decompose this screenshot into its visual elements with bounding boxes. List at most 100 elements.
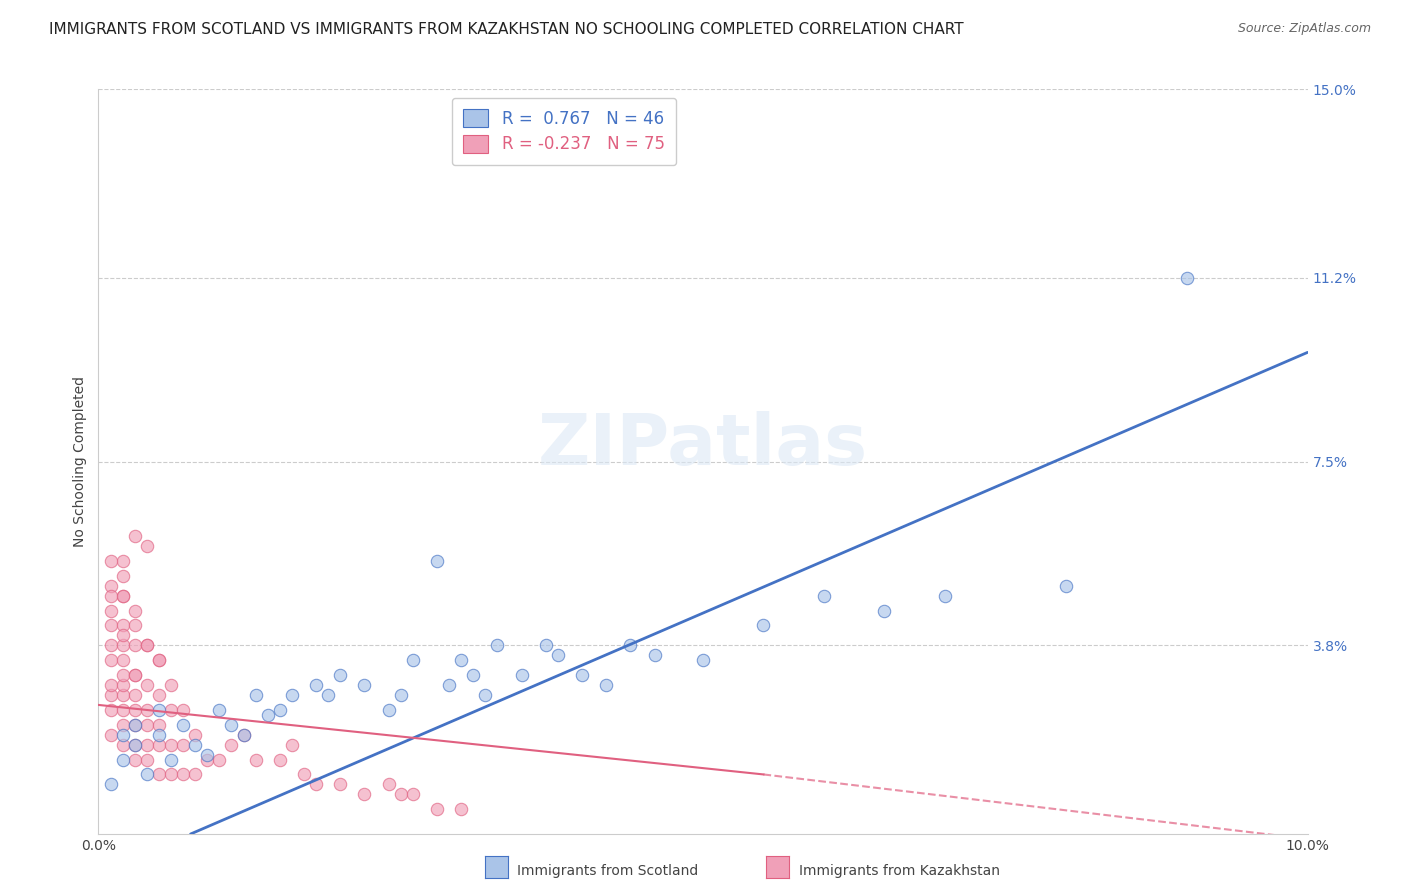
Point — [184, 738, 207, 752]
Point — [172, 738, 194, 752]
Point — [208, 752, 231, 766]
Point — [111, 653, 134, 667]
Point — [135, 638, 157, 652]
Point — [100, 638, 122, 652]
Point — [100, 688, 122, 702]
Point — [377, 703, 399, 717]
Point — [269, 703, 291, 717]
Point — [486, 638, 509, 652]
Point — [329, 668, 352, 682]
Point — [100, 618, 122, 632]
Point — [450, 653, 472, 667]
Point — [100, 678, 122, 692]
Point — [148, 738, 170, 752]
Point — [148, 767, 170, 781]
Point — [172, 767, 194, 781]
Point — [111, 618, 134, 632]
Text: Source: ZipAtlas.com: Source: ZipAtlas.com — [1237, 22, 1371, 36]
Point — [111, 589, 134, 603]
Point — [873, 603, 896, 617]
Point — [160, 738, 183, 752]
Point — [148, 688, 170, 702]
Point — [353, 787, 375, 801]
Point — [195, 747, 218, 762]
Point — [437, 678, 460, 692]
Point — [111, 688, 134, 702]
Point — [111, 569, 134, 583]
Text: Immigrants from Kazakhstan: Immigrants from Kazakhstan — [799, 863, 1000, 878]
Point — [305, 777, 328, 791]
Point — [595, 678, 617, 692]
Point — [100, 653, 122, 667]
Point — [221, 718, 243, 732]
Text: Immigrants from Scotland: Immigrants from Scotland — [517, 863, 699, 878]
Point — [316, 688, 339, 702]
Point — [281, 738, 304, 752]
Point — [135, 718, 157, 732]
Point — [232, 728, 254, 742]
Point — [245, 752, 267, 766]
Point — [813, 589, 835, 603]
Point — [402, 787, 425, 801]
Point — [148, 653, 170, 667]
Point — [510, 668, 533, 682]
Point — [135, 703, 157, 717]
Point — [111, 628, 134, 642]
Point — [305, 678, 328, 692]
Point — [124, 529, 146, 543]
Point — [111, 738, 134, 752]
Point — [934, 589, 956, 603]
Text: IMMIGRANTS FROM SCOTLAND VS IMMIGRANTS FROM KAZAKHSTAN NO SCHOOLING COMPLETED CO: IMMIGRANTS FROM SCOTLAND VS IMMIGRANTS F… — [49, 22, 965, 37]
Point — [644, 648, 666, 663]
Point — [160, 752, 183, 766]
Point — [124, 638, 146, 652]
Point — [172, 703, 194, 717]
Point — [389, 787, 412, 801]
Point — [148, 703, 170, 717]
Point — [124, 668, 146, 682]
Point — [195, 752, 218, 766]
Point — [135, 752, 157, 766]
Point — [100, 589, 122, 603]
Text: ZIPatlas: ZIPatlas — [538, 411, 868, 481]
Point — [148, 718, 170, 732]
Point — [160, 767, 183, 781]
Point — [450, 802, 472, 816]
Point — [377, 777, 399, 791]
Point — [329, 777, 352, 791]
Point — [292, 767, 315, 781]
Point — [111, 668, 134, 682]
Point — [135, 678, 157, 692]
Point — [100, 554, 122, 568]
Point — [111, 589, 134, 603]
Point — [426, 802, 449, 816]
Point — [124, 703, 146, 717]
Point — [135, 738, 157, 752]
Point — [184, 728, 207, 742]
Point — [463, 668, 485, 682]
Point — [135, 638, 157, 652]
Point — [100, 703, 122, 717]
Point — [111, 728, 134, 742]
Point — [111, 554, 134, 568]
Legend: R =  0.767   N = 46, R = -0.237   N = 75: R = 0.767 N = 46, R = -0.237 N = 75 — [451, 97, 676, 165]
Point — [402, 653, 425, 667]
Point — [692, 653, 714, 667]
Point — [208, 703, 231, 717]
Point — [160, 703, 183, 717]
Point — [474, 688, 496, 702]
Point — [111, 638, 134, 652]
Point — [426, 554, 449, 568]
Point — [221, 738, 243, 752]
Point — [124, 718, 146, 732]
Point — [148, 728, 170, 742]
Point — [1054, 579, 1077, 593]
Point — [100, 579, 122, 593]
Point — [232, 728, 254, 742]
Point — [619, 638, 641, 652]
Point — [281, 688, 304, 702]
Point — [534, 638, 557, 652]
Point — [111, 752, 134, 766]
Point — [135, 767, 157, 781]
Point — [124, 688, 146, 702]
